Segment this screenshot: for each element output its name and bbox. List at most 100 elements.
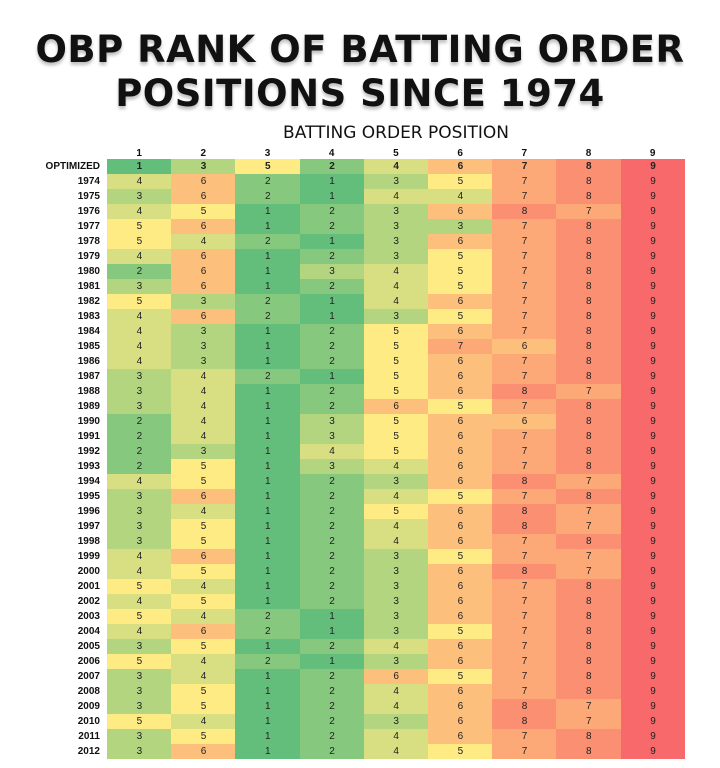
row-label-1985: 1985 (77, 341, 100, 352)
column-header-7: 7 (521, 148, 528, 159)
rank-cell: 2 (299, 339, 365, 354)
rank-cell: 2 (235, 189, 301, 204)
rank-cell: 6 (428, 294, 493, 309)
rank-cell: 6 (171, 279, 236, 294)
rank-cell: 4 (363, 684, 429, 699)
rank-cell: 2 (235, 369, 301, 384)
rank-cell: 2 (299, 699, 365, 714)
rank-cell: 5 (107, 654, 172, 669)
rank-cell: 5 (171, 594, 236, 609)
rank-cell: 5 (171, 699, 236, 714)
row-label-1975: 1975 (77, 191, 100, 202)
rank-cell: 6 (428, 564, 493, 579)
rank-cell: 1 (235, 519, 301, 534)
rank-cell: 8 (556, 624, 622, 639)
rank-cell: 8 (556, 189, 622, 204)
rank-cell: 2 (107, 429, 172, 444)
rank-cell: 3 (171, 324, 236, 339)
rank-cell: 6 (363, 399, 429, 414)
rank-cell: 5 (428, 549, 493, 564)
row-label-1982: 1982 (77, 296, 100, 307)
rank-cell: 2 (107, 444, 172, 459)
rank-cell: 9 (620, 624, 686, 639)
rank-cell: 8 (492, 564, 557, 579)
rank-cell: 1 (235, 684, 301, 699)
rank-cell: 3 (363, 309, 429, 324)
rank-cell: 5 (428, 309, 493, 324)
row-label-2010: 2010 (77, 716, 100, 727)
rank-cell: 7 (492, 354, 557, 369)
rank-cell: 6 (428, 609, 493, 624)
row-label-1989: 1989 (77, 401, 100, 412)
rank-cell: 5 (171, 204, 236, 219)
rank-cell: 9 (620, 339, 686, 354)
rank-cell: 6 (171, 249, 236, 264)
rank-cell: 3 (171, 294, 236, 309)
rank-cell: 5 (428, 264, 493, 279)
rank-cell: 8 (556, 444, 622, 459)
rank-cell: 2 (299, 534, 365, 549)
rank-cell: 8 (492, 474, 557, 489)
rank-cell: 6 (363, 669, 429, 684)
rank-cell: 2 (299, 354, 365, 369)
rank-cell: 4 (363, 639, 429, 654)
rank-cell: 6 (428, 654, 493, 669)
rank-cell: 6 (428, 159, 493, 174)
rank-cell: 6 (171, 264, 236, 279)
rank-cell: 7 (492, 294, 557, 309)
rank-cell: 8 (556, 279, 622, 294)
rank-cell: 1 (235, 504, 301, 519)
rank-cell: 9 (620, 399, 686, 414)
rank-cell: 3 (299, 459, 365, 474)
rank-cell: 7 (492, 219, 557, 234)
rank-cell: 7 (492, 744, 557, 759)
rank-cell: 3 (107, 669, 172, 684)
rank-cell: 6 (492, 414, 557, 429)
column-header-2: 2 (200, 148, 207, 159)
row-label-2011: 2011 (78, 731, 100, 742)
rank-cell: 6 (171, 174, 236, 189)
rank-cell: 3 (107, 279, 172, 294)
column-header-5: 5 (393, 148, 399, 159)
rank-cell: 5 (428, 744, 493, 759)
rank-cell: 6 (428, 684, 493, 699)
row-label-1981: 1981 (77, 281, 100, 292)
rank-cell: 1 (235, 549, 301, 564)
row-label-1978: 1978 (77, 236, 100, 247)
rank-cell: 3 (363, 579, 429, 594)
rank-cell: 2 (299, 669, 365, 684)
rank-cell: 9 (620, 249, 686, 264)
rank-cell: 4 (171, 384, 236, 399)
rank-cell: 1 (299, 609, 365, 624)
rank-cell: 7 (492, 309, 557, 324)
rank-cell: 7 (556, 564, 622, 579)
rank-grid: 1 2 3 4 5 6 7 8 9 OPTIMIZED 1 3 5 2 4 6 7 8 9 1974 4 6 2 1 3 5 7 8 9… (0, 148, 720, 768)
rank-cell: 9 (620, 444, 686, 459)
rank-cell: 5 (171, 639, 236, 654)
rank-cell: 9 (620, 729, 686, 744)
rank-cell: 6 (428, 459, 493, 474)
rank-cell: 5 (428, 624, 493, 639)
rank-cell: 3 (171, 159, 236, 174)
rank-cell: 5 (107, 294, 172, 309)
rank-cell: 1 (235, 744, 301, 759)
rank-cell: 1 (299, 294, 365, 309)
rank-cell: 6 (171, 219, 236, 234)
rank-cell: 8 (492, 384, 557, 399)
chart-subtitle: BATTING ORDER POSITION (283, 123, 509, 143)
rank-cell: 4 (107, 354, 172, 369)
rank-cell: 7 (492, 249, 557, 264)
rank-cell: 3 (363, 714, 429, 729)
rank-cell: 2 (107, 459, 172, 474)
rank-cell: 8 (556, 399, 622, 414)
rank-cell: 7 (492, 549, 557, 564)
rank-cell: 9 (620, 639, 686, 654)
rank-cell: 9 (620, 519, 686, 534)
rank-cell: 3 (363, 654, 429, 669)
rank-cell: 5 (363, 369, 429, 384)
rank-cell: 1 (299, 309, 365, 324)
rank-cell: 2 (107, 264, 172, 279)
rank-cell: 6 (428, 444, 493, 459)
rank-cell: 3 (171, 339, 236, 354)
row-label-1994: 1994 (77, 476, 100, 487)
